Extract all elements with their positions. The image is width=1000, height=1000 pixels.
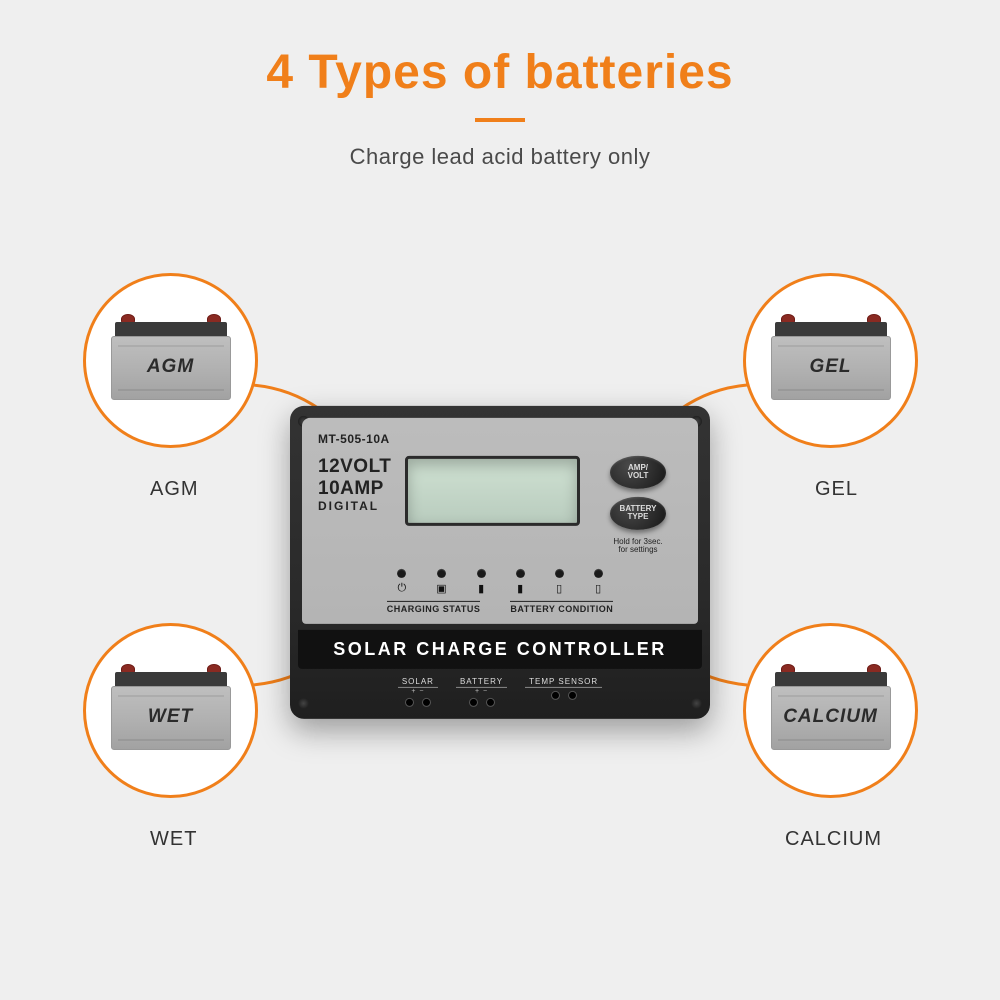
battery-icon: GEL bbox=[771, 322, 891, 400]
battery-icon: AGM bbox=[111, 322, 231, 400]
solar-controller-device: MT-505-10A 12VOLT 10AMP DIGITAL AMP/VOLT… bbox=[290, 406, 710, 719]
page-subtitle: Charge lead acid battery only bbox=[0, 144, 1000, 170]
battery-icon-text: WET bbox=[111, 706, 231, 728]
diagram-stage: MT-505-10A 12VOLT 10AMP DIGITAL AMP/VOLT… bbox=[0, 190, 1000, 960]
status-labels: CHARGING STATUS BATTERY CONDITION bbox=[318, 601, 682, 614]
battery-label-agm: AGM bbox=[150, 478, 199, 501]
status-led: ▣ bbox=[436, 569, 446, 595]
battery-label-wet: WET bbox=[150, 828, 197, 851]
lcd-screen bbox=[405, 456, 580, 526]
led-row: ⏻ ▣ ▮ ▮ ▯ ▯ bbox=[318, 569, 682, 595]
battery-icon: CALCIUM bbox=[771, 672, 891, 750]
title-underline bbox=[475, 118, 525, 122]
status-led: ▮ bbox=[516, 569, 525, 595]
port-row: SOLAR+ − BATTERY+ − TEMP SENSOR bbox=[302, 669, 698, 719]
battery-node-agm: AGM bbox=[83, 273, 258, 448]
battery-label-gel: GEL bbox=[815, 478, 858, 501]
model-number: MT-505-10A bbox=[318, 432, 682, 446]
amp-volt-button[interactable]: AMP/VOLT bbox=[610, 456, 666, 489]
battery-icon-text: GEL bbox=[771, 356, 891, 378]
battery-icon-text: CALCIUM bbox=[771, 706, 891, 728]
battery-node-gel: GEL bbox=[743, 273, 918, 448]
battery-type-button[interactable]: BATTERYTYPE bbox=[610, 497, 666, 530]
port-temp-sensor: TEMP SENSOR bbox=[525, 677, 602, 707]
port-solar: SOLAR+ − bbox=[398, 677, 438, 707]
screw-icon bbox=[691, 698, 702, 709]
device-banner: SOLAR CHARGE CONTROLLER bbox=[298, 630, 702, 669]
status-led: ▯ bbox=[594, 569, 603, 595]
hold-instruction: Hold for 3sec.for settings bbox=[613, 537, 662, 555]
status-led: ⏻ bbox=[397, 569, 406, 595]
battery-node-calcium: CALCIUM bbox=[743, 623, 918, 798]
status-led: ▯ bbox=[555, 569, 564, 595]
battery-node-wet: WET bbox=[83, 623, 258, 798]
battery-icon: WET bbox=[111, 672, 231, 750]
device-spec: 12VOLT 10AMP DIGITAL bbox=[318, 456, 391, 513]
battery-label-calcium: CALCIUM bbox=[785, 828, 882, 851]
page-title: 4 Types of batteries bbox=[0, 0, 1000, 100]
port-battery: BATTERY+ − bbox=[456, 677, 507, 707]
status-led: ▮ bbox=[477, 569, 486, 595]
battery-icon-text: AGM bbox=[111, 356, 231, 378]
